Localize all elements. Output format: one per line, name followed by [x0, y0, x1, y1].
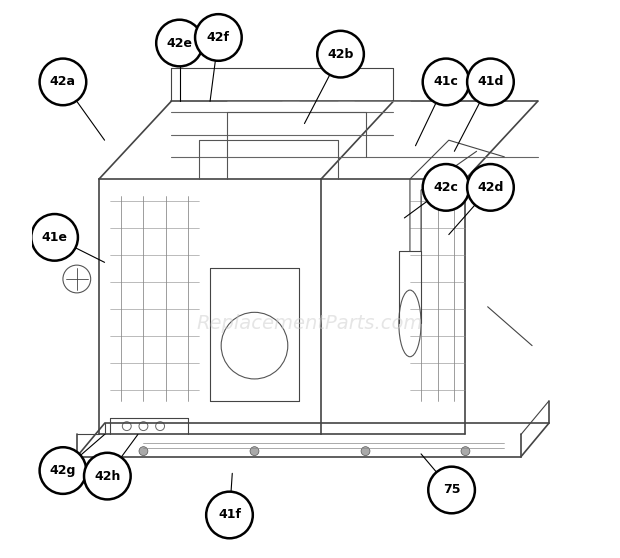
Circle shape [423, 164, 469, 211]
Text: 42c: 42c [433, 181, 458, 194]
Text: 41f: 41f [218, 508, 241, 522]
Circle shape [461, 446, 470, 455]
Text: 42h: 42h [94, 470, 120, 483]
Circle shape [156, 20, 203, 66]
Text: 41d: 41d [477, 75, 503, 88]
Circle shape [467, 59, 514, 105]
Text: ReplacementParts.com: ReplacementParts.com [197, 314, 423, 333]
Text: 42f: 42f [207, 31, 230, 44]
Circle shape [195, 14, 242, 61]
Circle shape [31, 214, 78, 261]
Text: 42g: 42g [50, 464, 76, 477]
Circle shape [40, 447, 86, 494]
Text: 42b: 42b [327, 47, 354, 61]
Text: 42d: 42d [477, 181, 503, 194]
Circle shape [250, 446, 259, 455]
Circle shape [467, 164, 514, 211]
Circle shape [206, 492, 253, 538]
Text: 75: 75 [443, 483, 460, 497]
Text: 41c: 41c [433, 75, 458, 88]
Circle shape [139, 446, 148, 455]
Circle shape [361, 446, 370, 455]
Text: 41e: 41e [42, 231, 68, 244]
Text: 42a: 42a [50, 75, 76, 88]
Circle shape [317, 31, 364, 78]
Circle shape [40, 59, 86, 105]
Circle shape [423, 59, 469, 105]
Circle shape [84, 453, 131, 499]
Circle shape [428, 466, 475, 513]
Text: 42e: 42e [167, 36, 193, 50]
